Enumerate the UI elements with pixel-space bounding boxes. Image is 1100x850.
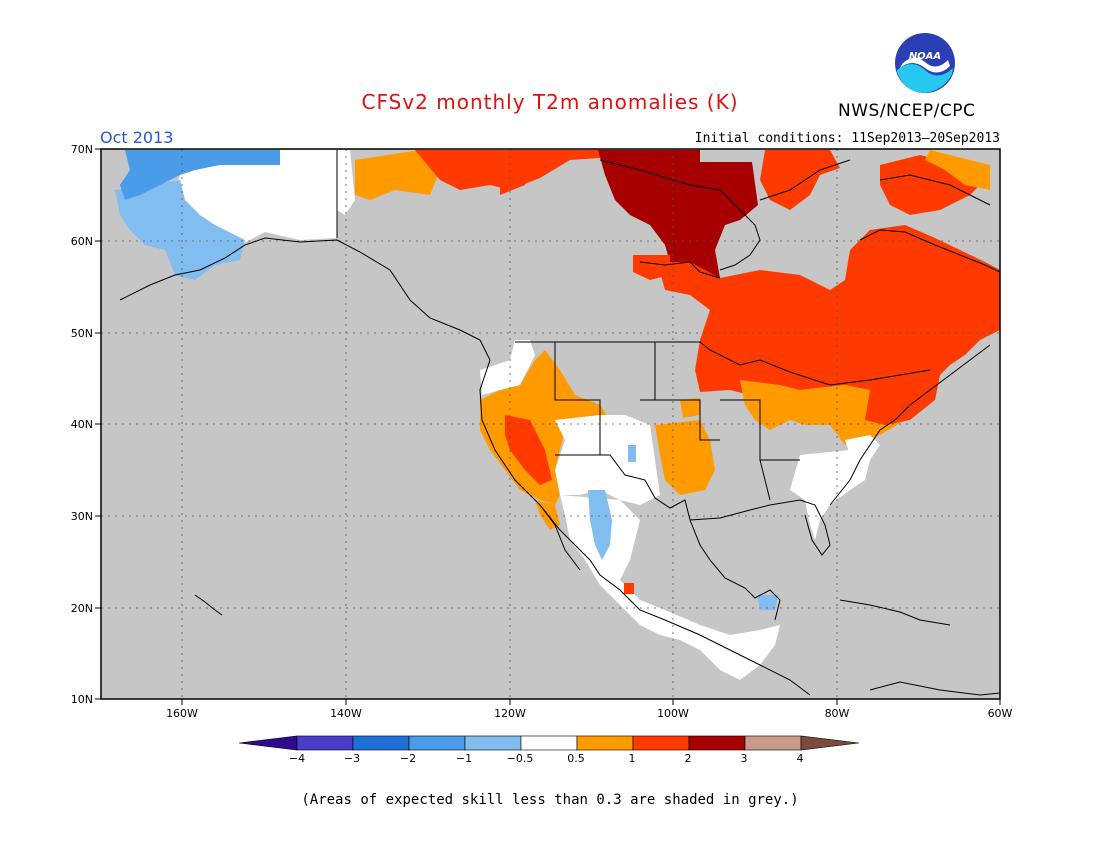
lat-tick-label: 10N — [71, 693, 93, 706]
colorbar-arrow-low — [238, 735, 298, 751]
lat-tick-label: 30N — [71, 510, 93, 523]
lon-tick-label: 80W — [825, 707, 850, 720]
forecast-month: Oct 2013 — [100, 128, 174, 147]
region-southeast-white — [790, 450, 870, 540]
colorbar-bin — [744, 735, 802, 751]
lon-tick-label: 100W — [657, 707, 689, 720]
region-northeast-white — [845, 435, 880, 460]
colorbar-bin — [632, 735, 690, 751]
colorbar-label: −2 — [400, 752, 416, 765]
colorbar-label: 3 — [741, 752, 748, 765]
initial-conditions: Initial conditions: 11Sep2013–20Sep2013 — [694, 131, 1000, 146]
colorbar-bin — [464, 735, 522, 751]
colorbar-label: −3 — [344, 752, 360, 765]
region-new-england-red — [865, 375, 940, 425]
lat-tick-label: 40N — [71, 418, 93, 431]
colorbar-label: −0.5 — [507, 752, 534, 765]
region-hudson-darkred — [598, 150, 758, 278]
colorbar-bin — [688, 735, 746, 751]
graticule — [101, 149, 1000, 699]
colorbar-label: 2 — [685, 752, 692, 765]
skill-footnote: (Areas of expected skill less than 0.3 a… — [301, 792, 799, 808]
lat-tick-label: 60N — [71, 235, 93, 248]
region-southwest-white — [555, 415, 660, 505]
region-plains-orange2 — [680, 398, 700, 418]
colorbar-label: 4 — [797, 752, 804, 765]
colorbar-label: 1 — [629, 752, 636, 765]
colorbar-label: −1 — [456, 752, 472, 765]
region-nw-canada-orange — [355, 150, 440, 200]
region-northwest-white — [480, 340, 535, 395]
lat-tick-label: 20N — [71, 602, 93, 615]
noaa-logo: NOAA — [895, 33, 955, 93]
lat-tick-label: 70N — [71, 143, 93, 156]
colorbar — [238, 735, 860, 751]
agency-label: NWS/NCEP/CPC — [838, 101, 976, 121]
region-alaska-blue — [120, 150, 280, 200]
region-us-west-red — [505, 415, 552, 485]
region-baja-red — [624, 583, 634, 594]
coastlines — [119, 150, 1000, 696]
lat-tick-label: 50N — [71, 327, 93, 340]
region-mexico-white — [560, 495, 780, 680]
lon-tick-label: 60W — [988, 707, 1013, 720]
region-east-canada-red — [660, 225, 1000, 395]
region-baffin-orange — [925, 150, 990, 190]
region-alaska-blue-light — [115, 180, 245, 280]
colorbar-bin — [520, 735, 578, 751]
region-central-america-blue — [757, 595, 778, 610]
anomaly-fields — [115, 150, 1000, 680]
lon-tick-label: 120W — [494, 707, 526, 720]
svg-text:NOAA: NOAA — [909, 51, 941, 62]
region-yukon-white — [337, 150, 355, 215]
colorbar-arrow-high — [800, 735, 860, 751]
colorbar-label: −4 — [289, 752, 305, 765]
map-title: CFSv2 monthly T2m anomalies (K) — [361, 90, 739, 114]
colorbar-labels: −4 −3 −2 −1 −0.5 0.5 1 2 3 4 — [289, 752, 804, 765]
colorbar-bin — [296, 735, 354, 751]
colorbar-bin — [576, 735, 634, 751]
lon-tick-label: 160W — [166, 707, 198, 720]
colorbar-bin — [408, 735, 466, 751]
lon-tick-label: 140W — [330, 707, 362, 720]
colorbar-label: 0.5 — [567, 752, 585, 765]
tick-marks — [95, 148, 1001, 705]
region-us-west-orange — [480, 350, 610, 505]
region-ohio-blue — [628, 445, 636, 462]
region-nw-canada-red2 — [500, 160, 525, 195]
region-labrador-red — [760, 150, 840, 210]
colorbar-bin — [352, 735, 410, 751]
region-east-canada-red-edge — [633, 255, 670, 280]
region-mexico-blue — [588, 490, 612, 560]
